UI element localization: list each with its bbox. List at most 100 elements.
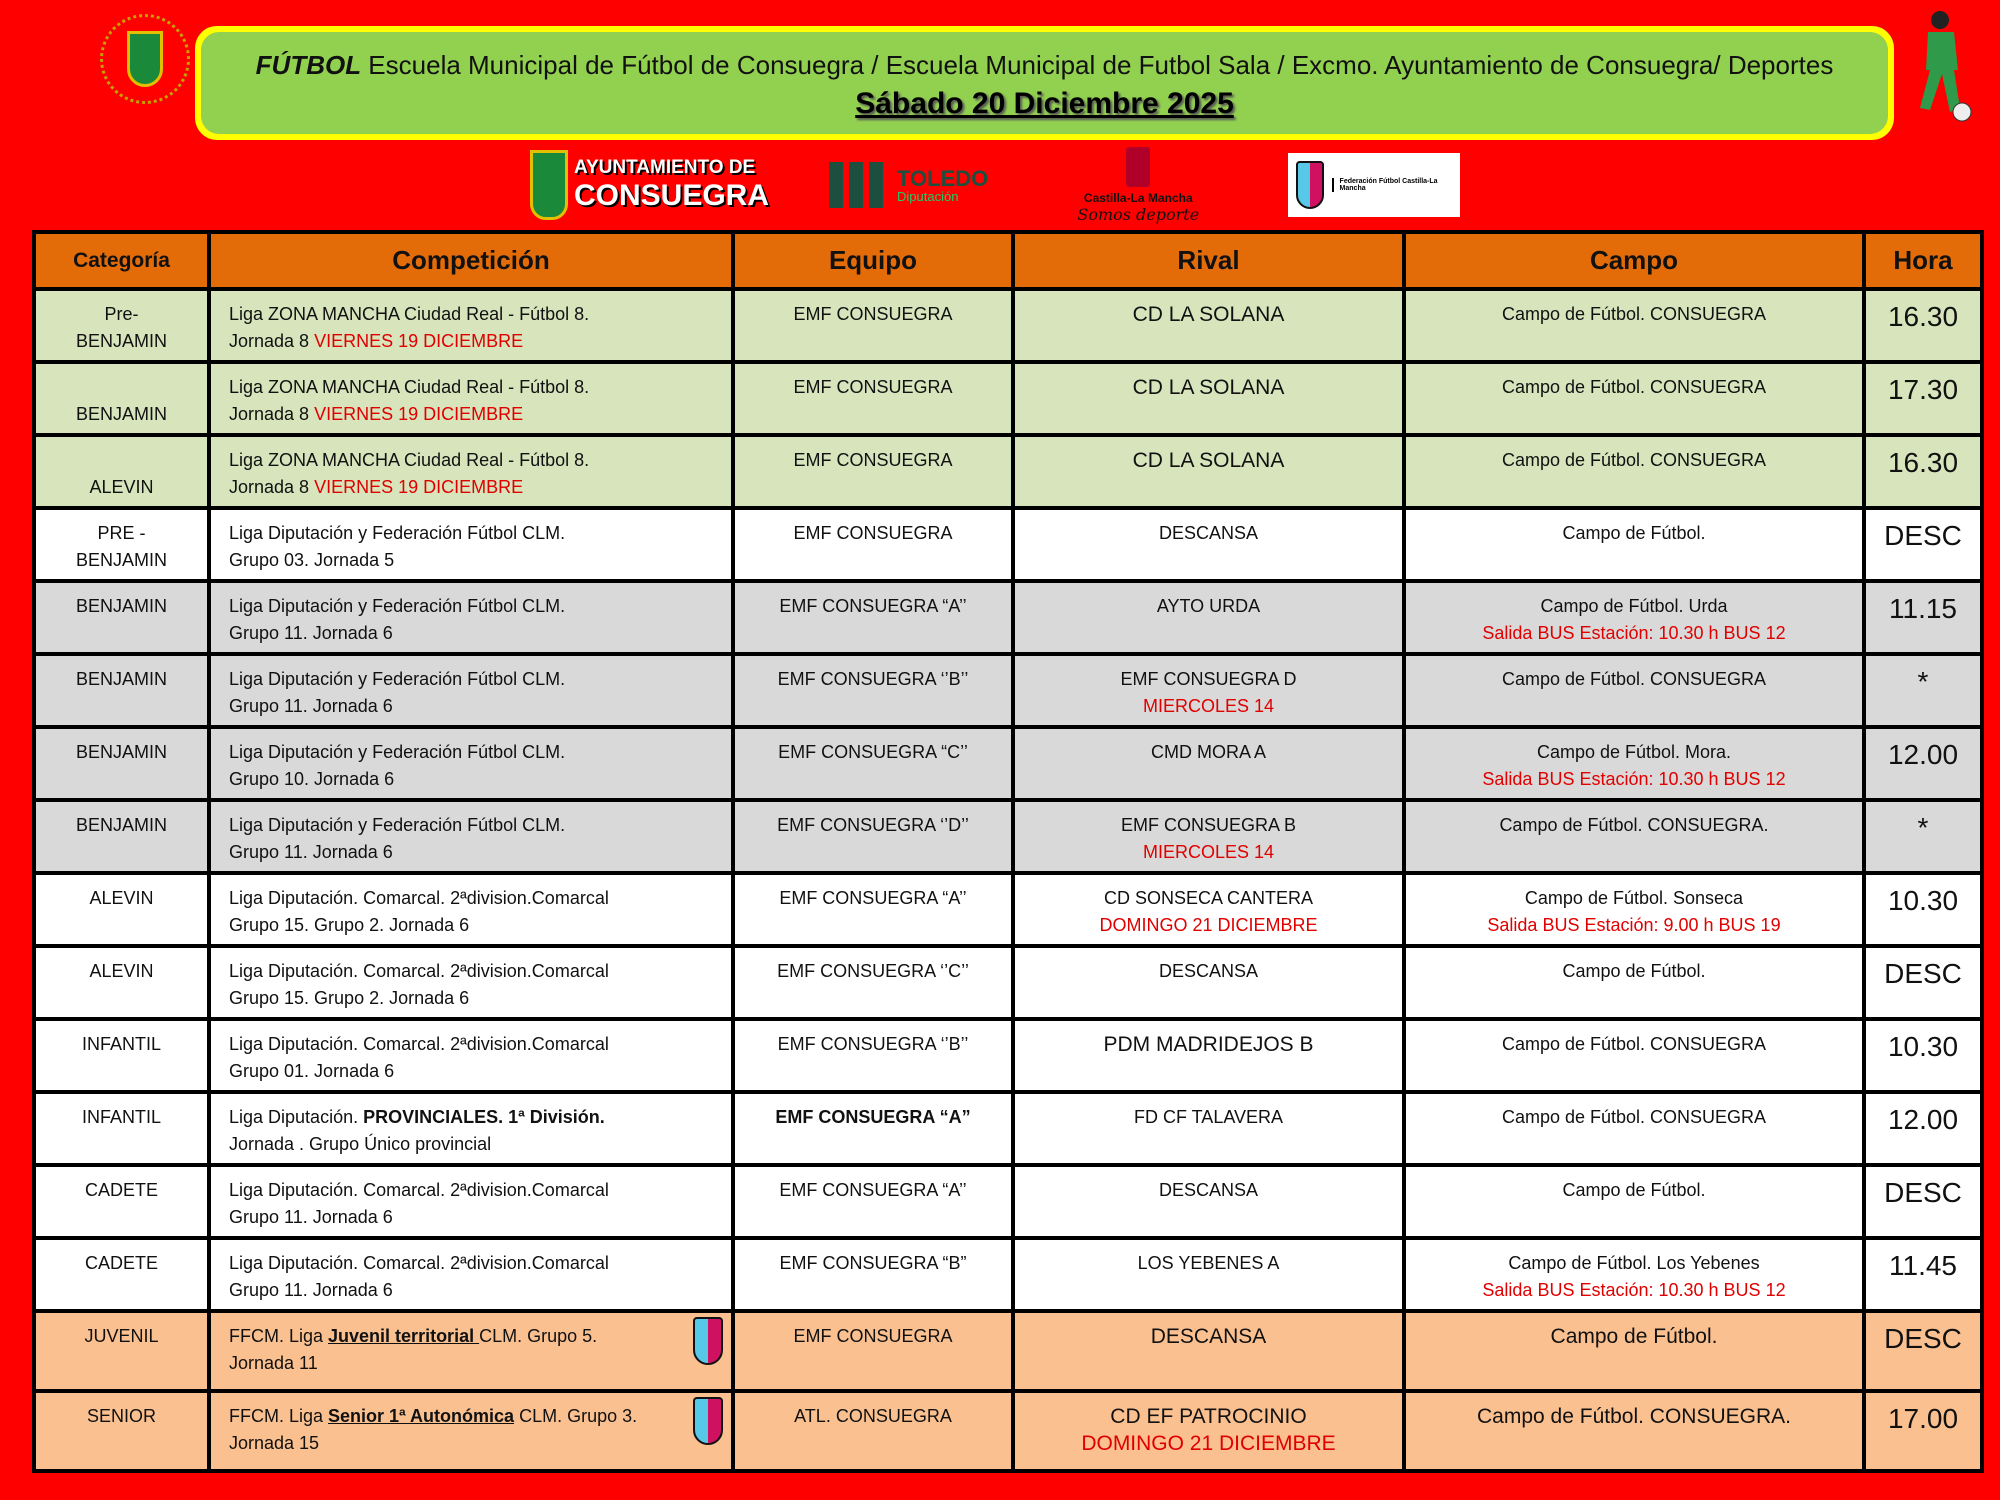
highlight-text: DOMINGO 21 DICIEMBRE (1081, 1432, 1336, 1455)
campo-cell: Campo de Fútbol. CONSUEGRA. (1402, 1389, 1866, 1473)
cell-line: BENJAMIN (42, 593, 201, 620)
categoria-cell: BENJAMIN (32, 579, 211, 656)
rival-cell: CMD MORA A (1011, 725, 1406, 802)
cell-text: LOS YEBENES A (1137, 1253, 1280, 1273)
hora-cell: 11.45 (1862, 1236, 1984, 1313)
cell-line: EMF CONSUEGRA “B” (741, 1250, 1005, 1277)
cell-text: CLM. Grupo 3. (514, 1406, 638, 1426)
cell-line: Campo de Fútbol. CONSUEGRA (1412, 374, 1856, 401)
equipo-cell: EMF CONSUEGRA (731, 1309, 1015, 1393)
cell-line: ATL. CONSUEGRA (741, 1403, 1005, 1430)
clm-flag-icon (1126, 146, 1151, 187)
table-row: Pre- BENJAMIN Liga ZONA MANCHA Ciudad Real… (32, 287, 1984, 364)
competicion-cell: Liga ZONA MANCHA Ciudad Real - Fútbol 8.… (207, 287, 735, 364)
cell-text: FFCM. Liga (229, 1406, 329, 1426)
campo-cell: Campo de Fútbol. CONSUEGRA. (1402, 798, 1866, 875)
cell-line: Salida BUS Estación: 9.00 h BUS 19 (1412, 912, 1856, 939)
rival-cell: CD LA SOLANA (1011, 433, 1406, 510)
cell-text: Liga Diputación. Comarcal. 2ªdivision.Co… (229, 1034, 609, 1054)
cell-text: PROVINCIALES. 1ª División. (363, 1107, 605, 1127)
cell-line: Campo de Fútbol. CONSUEGRA (1412, 1031, 1856, 1058)
cell-text: EMF CONSUEGRA ‘’D’’ (777, 815, 969, 835)
cell-line: EMF CONSUEGRA B (1021, 812, 1396, 839)
ffcm-text: Federación Fútbol Castilla-La Mancha (1331, 178, 1453, 192)
hora-cell: * (1862, 798, 1984, 875)
header-equipo: Equipo (731, 230, 1015, 291)
cell-text: Campo de Fútbol. Urda (1540, 596, 1728, 616)
cell-line: EMF CONSUEGRA (741, 447, 1005, 474)
cell-line: Jornada 8 VIERNES 19 DICIEMBRE (229, 401, 725, 428)
equipo-cell: EMF CONSUEGRA ‘’B’’ (731, 1017, 1015, 1094)
equipo-cell: EMF CONSUEGRA “A’’ (731, 579, 1015, 656)
cell-line: Liga Diputación y Federación Fútbol CLM. (229, 666, 725, 693)
cell-line: Grupo 10. Jornada 6 (229, 766, 725, 793)
equipo-cell: EMF CONSUEGRA “B” (731, 1236, 1015, 1313)
highlight-text: MIERCOLES 14 (1142, 696, 1275, 716)
cell-text: DESCANSA (1158, 523, 1259, 543)
cell-text: BENJAMIN (75, 596, 167, 616)
cell-line: EMF CONSUEGRA ‘’B’’ (741, 666, 1005, 693)
cell-line: MIERCOLES 14 (1021, 693, 1396, 720)
cell-line: CADETE (42, 1177, 201, 1204)
cell-text: Grupo 11. Jornada 6 (229, 623, 393, 643)
cell-line: BENJAMIN (42, 328, 201, 355)
cell-line: Campo de Fútbol. (1412, 958, 1856, 985)
cell-text: EMF CONSUEGRA ‘’B’’ (777, 1034, 969, 1054)
cell-line: Liga Diputación. Comarcal. 2ªdivision.Co… (229, 1250, 725, 1277)
cell-text: ALEVIN (89, 888, 154, 908)
cell-line: Grupo 01. Jornada 6 (229, 1058, 725, 1085)
campo-cell: Campo de Fútbol. CONSUEGRA (1402, 287, 1866, 364)
cell-text: Senior 1ª Autonómica (328, 1406, 515, 1426)
cell-text: EMF CONSUEGRA “A’’ (779, 888, 967, 908)
highlight-text: VIERNES 19 DICIEMBRE (314, 331, 524, 351)
cell-line: EMF CONSUEGRA (741, 520, 1005, 547)
cell-text: Campo de Fútbol. Los Yebenes (1508, 1253, 1760, 1273)
cell-line: Campo de Fútbol. CONSUEGRA (1412, 666, 1856, 693)
banner-title: FÚTBOL Escuela Municipal de Fútbol de Co… (201, 50, 1888, 81)
cell-text: Jornada 8 (229, 404, 315, 424)
cell-line: AYTO URDA (1021, 593, 1396, 620)
cell-text: Grupo 11. Jornada 6 (229, 842, 393, 862)
cell-text: Grupo 03. Jornada 5 (229, 550, 395, 570)
cell-text: Pre- (104, 304, 139, 324)
hora-cell: DESC (1862, 1309, 1984, 1393)
cell-line: DESCANSA (1021, 520, 1396, 547)
cell-line: DOMINGO 21 DICIEMBRE (1021, 912, 1396, 939)
cell-text: CD LA SOLANA (1132, 376, 1285, 399)
football-player-image (1920, 11, 1972, 122)
competicion-cell: Liga Diputación y Federación Fútbol CLM.… (207, 798, 735, 875)
cell-line: Grupo 11. Jornada 6 (229, 1277, 725, 1304)
cell-line: Liga ZONA MANCHA Ciudad Real - Fútbol 8. (229, 447, 725, 474)
cell-text: Liga Diputación. Comarcal. 2ªdivision.Co… (229, 1180, 609, 1200)
cell-line: Campo de Fútbol. CONSUEGRA (1412, 1104, 1856, 1131)
cell-line: EMF CONSUEGRA “C’’ (741, 739, 1005, 766)
hora-cell: 17.30 (1862, 360, 1984, 437)
rival-cell: CD SONSECA CANTERA DOMINGO 21 DICIEMBRE (1011, 871, 1406, 948)
cell-text: Campo de Fútbol. Mora. (1536, 742, 1732, 762)
cell-text: Grupo 11. Jornada 6 (229, 696, 393, 716)
hora-cell: 12.00 (1862, 1090, 1984, 1167)
cell-text: Jornada 8 (229, 331, 315, 351)
hora-cell: DESC (1862, 506, 1984, 583)
ffcm-badge-icon (693, 1397, 723, 1445)
cell-text: Liga Diputación. Comarcal. 2ªdivision.Co… (229, 961, 609, 981)
shield-icon (127, 31, 163, 87)
cell-text: Liga ZONA MANCHA Ciudad Real - Fútbol 8. (229, 304, 590, 324)
table-row: BENJAMIN Liga Diputación y Federación Fút… (32, 652, 1984, 729)
cell-text: Grupo 11. Jornada 6 (229, 1280, 393, 1300)
table-row: JUVENIL FFCM. Liga Juvenil territorial CL… (32, 1309, 1984, 1393)
cell-line: EMF CONSUEGRA ‘’B’’ (741, 1031, 1005, 1058)
cell-line: Liga Diputación. Comarcal. 2ªdivision.Co… (229, 1177, 725, 1204)
cell-line: EMF CONSUEGRA “A’’ (741, 885, 1005, 912)
cell-text: FD CF TALAVERA (1133, 1107, 1284, 1127)
cell-text: Jornada 8 (229, 477, 315, 497)
cell-line: EMF CONSUEGRA (741, 1323, 1005, 1350)
rival-cell: AYTO URDA (1011, 579, 1406, 656)
highlight-text: Salida BUS Estación: 10.30 h BUS 12 (1482, 769, 1786, 789)
cell-line: Grupo 15. Grupo 2. Jornada 6 (229, 985, 725, 1012)
cell-line: CADETE (42, 1250, 201, 1277)
cell-text: Campo de Fútbol. Sonseca (1524, 888, 1744, 908)
cell-line: Jornada 15 (229, 1430, 725, 1457)
categoria-cell: ALEVIN (32, 433, 211, 510)
cell-line: DOMINGO 21 DICIEMBRE (1021, 1430, 1396, 1457)
